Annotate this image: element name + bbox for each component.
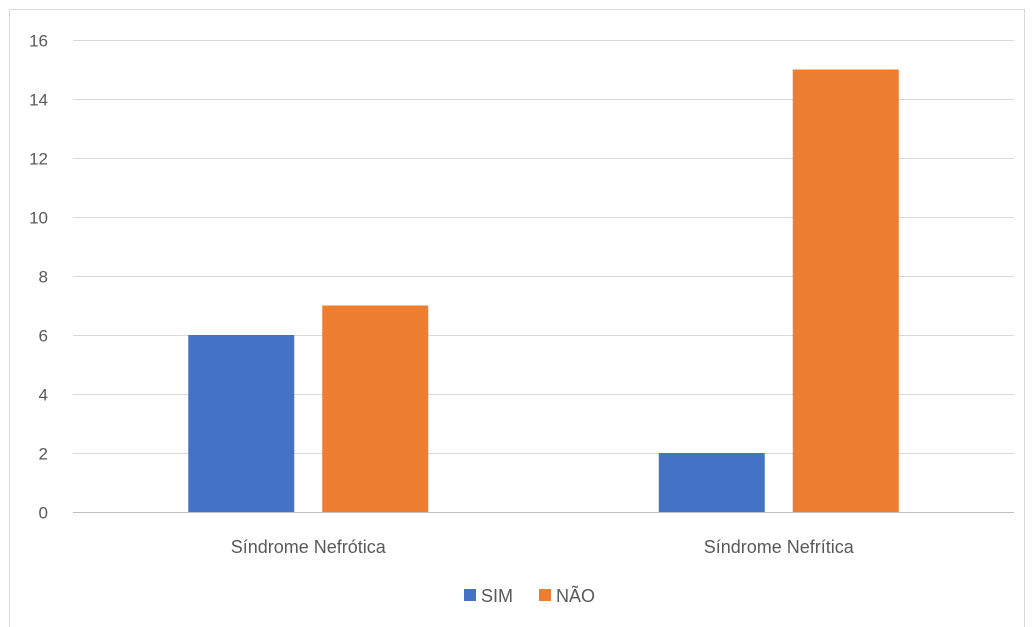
y-tick-label: 10	[29, 209, 48, 228]
bars	[188, 69, 899, 512]
y-tick-label: 4	[39, 386, 48, 405]
legend-label: SIM	[481, 586, 513, 606]
legend-swatch-1	[539, 589, 551, 601]
y-tick-label: 0	[39, 504, 48, 523]
y-tick-label: 12	[29, 150, 48, 169]
bar-no-1	[792, 69, 899, 512]
y-tick-label: 6	[39, 327, 48, 346]
legend-swatch-0	[464, 589, 476, 601]
x-category-label: Síndrome Nefrótica	[231, 537, 387, 557]
y-axis-ticks: 0 2 4 6 8 10 12 14 16	[29, 32, 48, 523]
x-category-label: Síndrome Nefrítica	[704, 537, 855, 557]
y-tick-label: 2	[39, 445, 48, 464]
x-axis: Síndrome Nefrótica Síndrome Nefrítica	[73, 512, 1014, 557]
bar-sim-0	[188, 335, 295, 512]
legend: SIM NÃO	[464, 585, 595, 606]
y-tick-label: 16	[29, 32, 48, 51]
legend-label: NÃO	[556, 585, 595, 606]
bar-no-0	[322, 305, 429, 512]
y-tick-label: 8	[39, 268, 48, 287]
y-tick-label: 14	[29, 91, 48, 110]
bar-sim-1	[658, 453, 765, 512]
